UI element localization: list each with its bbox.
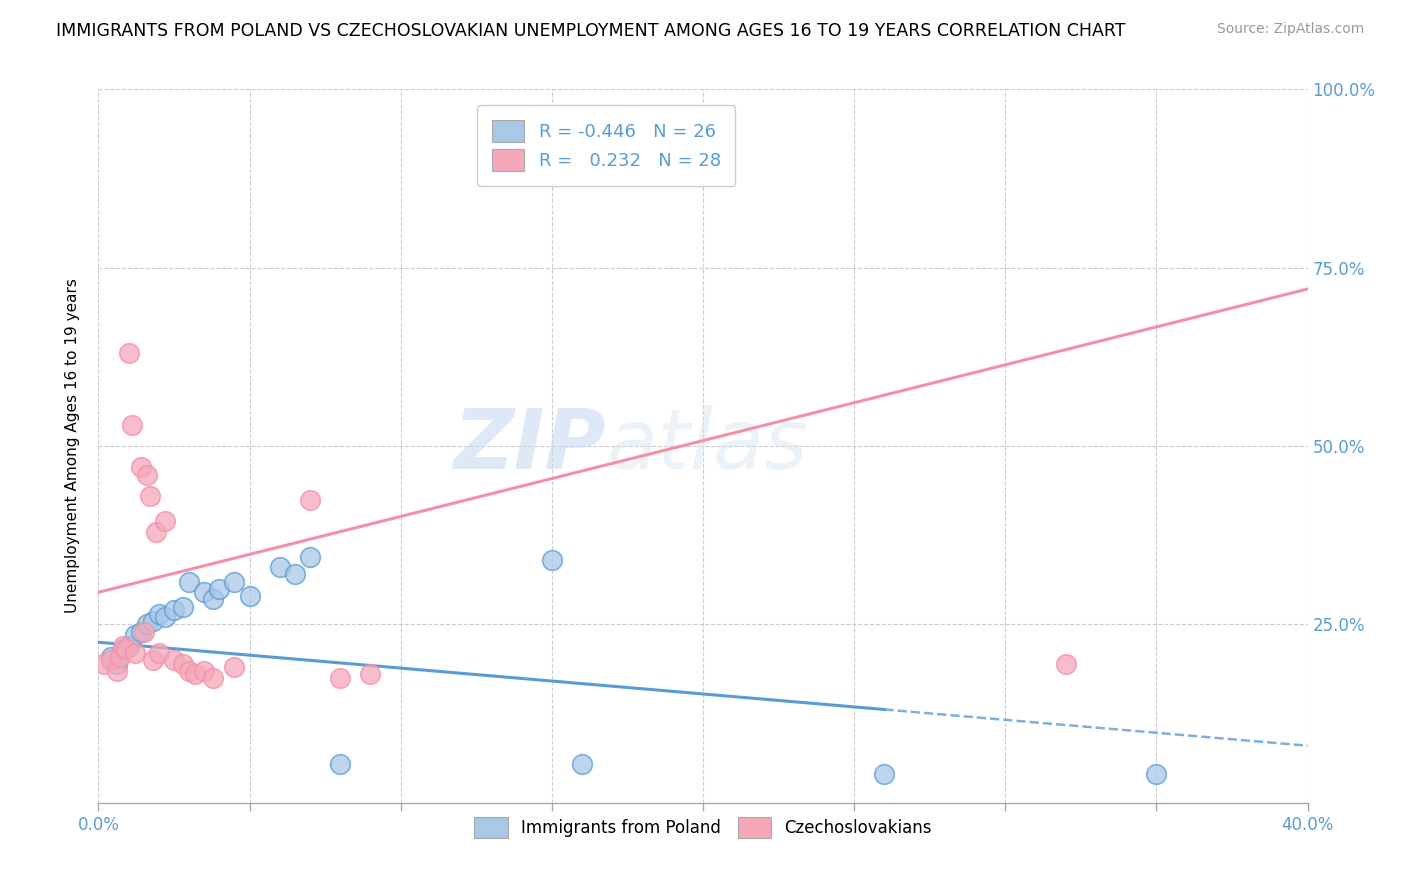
- Point: [100, 653, 122, 667]
- Point: [172, 657, 194, 671]
- Point: [129, 460, 152, 475]
- Point: [111, 642, 134, 657]
- Point: [105, 664, 128, 678]
- Point: [193, 585, 215, 599]
- Point: [114, 642, 136, 657]
- Legend: Immigrants from Poland, Czechoslovakians: Immigrants from Poland, Czechoslovakians: [468, 811, 938, 845]
- Point: [163, 653, 186, 667]
- Point: [148, 646, 170, 660]
- Point: [93, 657, 115, 671]
- Point: [135, 617, 157, 632]
- Point: [172, 599, 194, 614]
- Point: [571, 756, 593, 771]
- Point: [153, 514, 176, 528]
- Point: [124, 628, 146, 642]
- Point: [148, 607, 170, 621]
- Point: [124, 646, 146, 660]
- Point: [108, 649, 131, 664]
- Y-axis label: Unemployment Among Ages 16 to 19 years: Unemployment Among Ages 16 to 19 years: [65, 278, 80, 614]
- Point: [179, 574, 201, 589]
- Point: [105, 657, 128, 671]
- Text: Source: ZipAtlas.com: Source: ZipAtlas.com: [1216, 22, 1364, 37]
- Point: [1144, 767, 1167, 781]
- Point: [224, 574, 246, 589]
- Point: [299, 549, 322, 564]
- Point: [224, 660, 246, 674]
- Point: [208, 582, 231, 596]
- Point: [193, 664, 215, 678]
- Point: [360, 667, 382, 681]
- Point: [184, 667, 207, 681]
- Point: [329, 671, 352, 685]
- Point: [1054, 657, 1077, 671]
- Point: [179, 664, 201, 678]
- Point: [111, 639, 134, 653]
- Point: [129, 624, 152, 639]
- Point: [139, 489, 162, 503]
- Point: [540, 553, 562, 567]
- Point: [202, 671, 225, 685]
- Point: [329, 756, 352, 771]
- Point: [153, 610, 176, 624]
- Point: [100, 649, 122, 664]
- Point: [135, 467, 157, 482]
- Point: [118, 639, 141, 653]
- Point: [269, 560, 291, 574]
- Text: ZIP: ZIP: [454, 406, 606, 486]
- Point: [145, 524, 167, 539]
- Text: IMMIGRANTS FROM POLAND VS CZECHOSLOVAKIAN UNEMPLOYMENT AMONG AGES 16 TO 19 YEARS: IMMIGRANTS FROM POLAND VS CZECHOSLOVAKIA…: [56, 22, 1126, 40]
- Text: atlas: atlas: [606, 406, 808, 486]
- Point: [142, 614, 165, 628]
- Point: [118, 346, 141, 360]
- Point: [299, 492, 322, 507]
- Point: [132, 624, 155, 639]
- Point: [142, 653, 165, 667]
- Point: [239, 589, 262, 603]
- Point: [163, 603, 186, 617]
- Point: [121, 417, 143, 432]
- Point: [873, 767, 896, 781]
- Point: [284, 567, 307, 582]
- Point: [202, 592, 225, 607]
